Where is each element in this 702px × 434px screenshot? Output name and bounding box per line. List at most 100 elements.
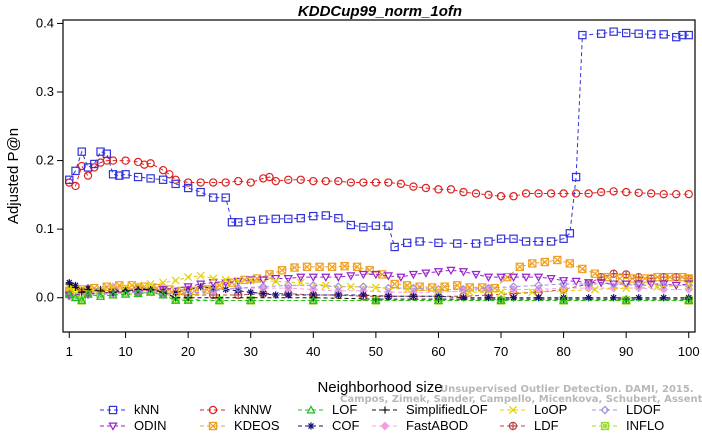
data-point-lof	[120, 289, 131, 298]
data-point-odin	[521, 273, 531, 282]
data-point-knnw	[496, 192, 506, 201]
data-point-kdeos	[415, 282, 424, 291]
data-point-loop	[271, 277, 280, 286]
y-tick-label: 0.3	[36, 84, 54, 99]
data-point-knnw	[121, 156, 130, 165]
x-tick-label: 30	[243, 344, 257, 359]
data-point-knnw	[409, 182, 418, 191]
series-knnw	[65, 156, 693, 201]
data-point-kdeos	[277, 266, 287, 275]
data-point-loop	[465, 288, 474, 297]
legend-marker-knnw	[208, 405, 218, 415]
series-line-lof	[69, 291, 689, 302]
legend-label-cof: COF	[332, 418, 360, 433]
data-point-lof	[183, 295, 193, 304]
data-point-knn	[571, 172, 581, 182]
data-point-kdeos	[665, 272, 675, 282]
data-point-kdeos	[453, 281, 462, 290]
data-point-odin	[508, 273, 519, 282]
data-point-knn	[96, 147, 105, 156]
legend-label-loop: LoOP	[534, 402, 567, 417]
chart-title: KDDCup99_norm_1ofn	[298, 3, 462, 20]
data-point-lof	[558, 295, 569, 304]
data-point-ldof	[459, 285, 468, 294]
data-point-knnw	[158, 165, 168, 175]
watermark-line: Unsupervised Outlier Detection. DAMI, 20…	[440, 384, 694, 395]
data-point-knn	[77, 147, 86, 156]
legend-label-kdeos: KDEOS	[234, 418, 280, 433]
plot-frame	[62, 19, 696, 333]
data-point-ldof	[358, 282, 368, 292]
data-point-knn	[402, 238, 412, 248]
data-point-knnw	[108, 156, 118, 165]
data-point-knnw	[546, 189, 556, 198]
data-point-odin	[371, 270, 381, 280]
data-point-knnw	[77, 161, 86, 171]
data-point-simplifiedlof	[78, 288, 86, 296]
legend-item-knnw: kNNW	[200, 402, 272, 417]
x-tick-label: 60	[431, 344, 445, 359]
watermark: Unsupervised Outlier Detection. DAMI, 20…	[340, 384, 702, 405]
data-point-lof	[158, 290, 168, 299]
data-point-knn	[434, 238, 443, 248]
data-point-knn	[146, 174, 155, 183]
data-point-loop	[246, 276, 255, 285]
data-point-kdeos	[390, 279, 399, 289]
data-point-knn	[578, 30, 587, 40]
data-point-knn	[484, 237, 493, 246]
legend-marker-loop	[508, 405, 518, 415]
data-point-knn	[108, 170, 118, 179]
data-point-loop	[121, 282, 130, 291]
data-point-knnw	[471, 189, 481, 198]
legend-marker-lof	[306, 405, 316, 414]
data-point-odin	[283, 275, 293, 284]
data-point-knnw	[196, 178, 205, 187]
data-point-loop	[296, 278, 305, 287]
x-tick-label: 40	[306, 344, 320, 359]
legend-label-ldof: LDOF	[626, 402, 661, 417]
data-point-ldof	[659, 280, 669, 290]
data-point-odin	[421, 269, 431, 278]
data-point-knnw	[321, 176, 331, 186]
data-point-knnw	[208, 178, 218, 187]
series-line-odin	[69, 269, 689, 296]
data-point-loop	[209, 274, 218, 283]
data-point-kdeos	[290, 263, 299, 272]
data-point-knnw	[183, 178, 193, 187]
data-point-lof	[64, 289, 74, 298]
data-point-loop	[559, 286, 568, 295]
series-line-knn	[68, 31, 689, 248]
data-point-lof	[214, 295, 225, 304]
data-point-loop	[403, 285, 412, 294]
data-point-loop	[146, 279, 155, 289]
data-point-knn	[346, 220, 356, 230]
data-point-ldof	[509, 282, 518, 292]
data-point-lof	[108, 290, 118, 299]
data-point-kdeos	[528, 259, 537, 268]
series-knn	[65, 27, 693, 252]
data-point-cof	[334, 291, 342, 299]
x-tick-label: 20	[181, 344, 195, 359]
data-point-knn	[90, 159, 99, 169]
data-point-kdeos	[553, 255, 562, 265]
data-point-knn	[296, 213, 305, 223]
data-point-knnw	[621, 187, 631, 197]
legend-item-odin: ODIN	[100, 418, 167, 433]
data-point-knnw	[434, 185, 443, 194]
data-point-knn	[284, 214, 293, 224]
series-lof	[64, 287, 694, 304]
data-point-ldof	[684, 280, 694, 290]
data-point-loop	[653, 282, 662, 291]
data-point-knn	[102, 149, 112, 158]
data-point-lof	[70, 292, 81, 302]
legend-marker-simplifiedlof	[381, 406, 389, 414]
data-point-odin	[333, 273, 343, 282]
data-point-ldof	[208, 286, 218, 296]
legend-item-lof: LOF	[298, 402, 357, 417]
legend-item-inflo: INFLO	[592, 418, 664, 433]
data-point-knnw	[459, 187, 468, 197]
data-point-knnw	[384, 178, 393, 187]
data-point-knn	[621, 28, 631, 38]
watermark-line: Campos, Zimek, Sander, Campello, Micenko…	[340, 394, 702, 405]
data-point-loop	[134, 281, 143, 290]
